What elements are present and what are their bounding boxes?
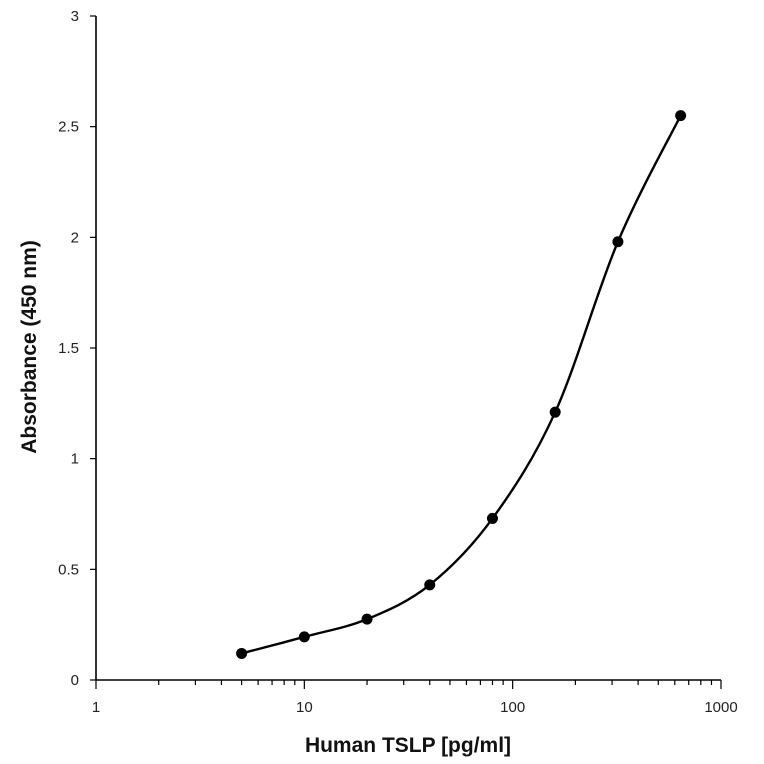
y-tick-label: 2 [71,229,79,246]
data-point [424,579,436,591]
data-point [236,647,248,659]
y-tick-label: 3 [71,8,79,25]
y-axis-title: Absorbance (450 nm) [18,240,41,454]
x-tick-label: 10 [296,699,313,716]
data-point [361,613,373,625]
x-axis-title: Human TSLP [pg/ml] [305,734,511,757]
y-tick-label: 0 [71,672,79,689]
y-tick-label: 0.5 [58,561,79,578]
data-point [612,236,624,248]
y-tick-label: 2.5 [58,119,79,136]
x-tick-label: 1 [92,699,100,716]
data-point [675,110,687,122]
data-points [236,110,687,659]
x-tick-label: 100 [500,699,525,716]
y-axis-ticks: 0 0.5 1 1.5 2 2.5 3 [58,8,96,689]
x-axis-ticks: 1 10 100 1000 [92,680,738,716]
x-tick-label: 1000 [704,699,737,716]
data-point [298,631,310,643]
y-tick-label: 1 [71,451,79,468]
data-point [549,406,561,418]
y-tick-label: 1.5 [58,340,79,357]
fitted-curve [241,115,682,655]
data-point [486,512,498,524]
